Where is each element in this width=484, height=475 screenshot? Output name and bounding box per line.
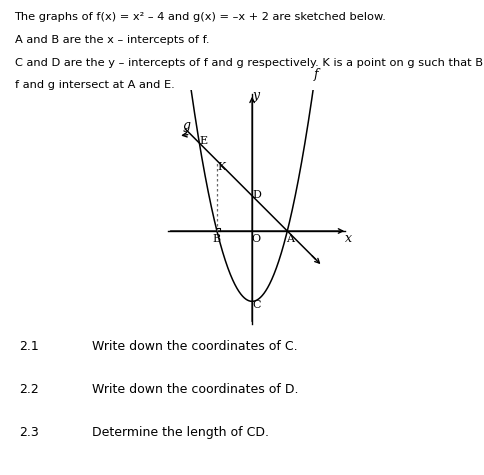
Text: E: E [199, 136, 207, 146]
Text: A and B are the x – intercepts of f.: A and B are the x – intercepts of f. [15, 35, 209, 45]
Text: C: C [252, 300, 261, 310]
Text: A: A [286, 234, 294, 244]
Text: f: f [314, 67, 318, 81]
Text: O: O [251, 234, 260, 244]
Text: C and D are the y – intercepts of f and g respectively. K is a point on g such t: C and D are the y – intercepts of f and … [15, 57, 484, 68]
Text: The graphs of f(⁠x) = x² – 4 and g(x) = –x + 2 are sketched below.: The graphs of f(⁠x) = x² – 4 and g(x) = … [15, 12, 386, 22]
Text: x: x [345, 232, 351, 246]
Text: Write down the coordinates of C.: Write down the coordinates of C. [92, 340, 298, 353]
Text: y: y [253, 89, 260, 102]
Text: 2.3: 2.3 [19, 426, 39, 439]
Text: Write down the coordinates of D.: Write down the coordinates of D. [92, 383, 299, 396]
Text: f and g intersect at A and E.: f and g intersect at A and E. [15, 80, 174, 90]
Text: D: D [253, 190, 261, 200]
Text: 2.2: 2.2 [19, 383, 39, 396]
Text: K: K [217, 162, 226, 172]
Text: B: B [212, 234, 220, 244]
Text: g: g [182, 119, 191, 132]
Text: Determine the length of CD.: Determine the length of CD. [92, 426, 269, 439]
Text: 2.1: 2.1 [19, 340, 39, 353]
